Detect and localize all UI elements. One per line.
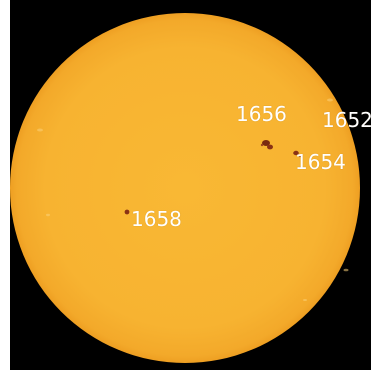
- region-label-1656: 1656: [236, 102, 287, 126]
- region-label-1652: 1652: [322, 108, 371, 132]
- region-label-1654: 1654: [295, 150, 346, 174]
- region-label-1658: 1658: [131, 207, 182, 231]
- sunspot-1654: [293, 150, 302, 158]
- solar-disk: [10, 13, 360, 363]
- faculae: [37, 98, 349, 301]
- sunspot-1658: [124, 209, 130, 215]
- sunspot-1656: [260, 140, 273, 150]
